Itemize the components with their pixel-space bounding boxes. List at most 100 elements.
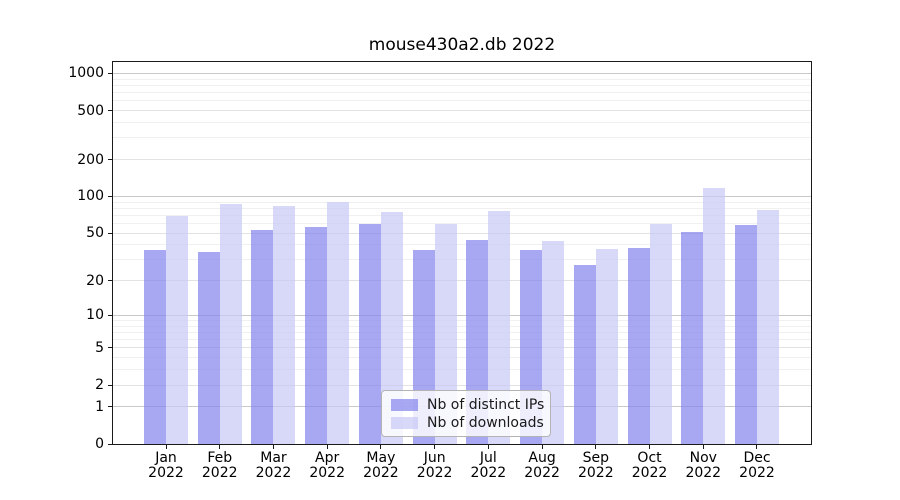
chart-title: mouse430a2.db 2022	[368, 35, 556, 55]
gridline-major	[113, 195, 811, 197]
y-tick-label-10: 10	[86, 307, 104, 324]
gridline-minor	[113, 320, 811, 321]
y-tick-mark	[108, 159, 113, 161]
x-tick-mark	[595, 444, 597, 449]
legend-swatch-downloads	[391, 417, 418, 429]
gridline-minor	[113, 369, 811, 371]
x-tick-mark	[219, 444, 221, 449]
legend-label-distinct-ips: Nb of distinct IPs	[427, 397, 545, 413]
y-tick-mark	[108, 406, 113, 408]
gridline-major	[113, 72, 811, 74]
bar-downloads-may	[380, 212, 403, 444]
x-tick-month: Nov	[689, 450, 717, 466]
bar-downloads-nov	[703, 188, 726, 444]
legend-item-distinct-ips: Nb of distinct IPs	[391, 397, 545, 413]
x-tick-month: Feb	[207, 450, 233, 466]
gridline-minor	[113, 137, 811, 139]
bar-downloads-oct	[649, 223, 672, 444]
x-tick-mark	[272, 444, 274, 449]
gridline-minor	[113, 207, 811, 209]
x-tick-label-may: May 2022	[351, 451, 411, 481]
bar-distinct-ips-oct	[627, 247, 650, 444]
x-tick-label-mar: Mar 2022	[243, 451, 303, 481]
gridline-minor	[113, 84, 811, 86]
gridline-minor	[113, 223, 811, 224]
gridline-minor	[113, 331, 811, 333]
x-tick-year: 2022	[470, 465, 507, 481]
gridline-minor	[113, 357, 811, 359]
gridline-labeled	[113, 280, 811, 282]
gridline-minor	[113, 100, 811, 102]
y-tick-label-2: 2	[95, 377, 104, 394]
x-tick-month: Aug	[528, 450, 556, 466]
y-tick-label-50: 50	[86, 225, 104, 242]
bar-distinct-ips-apr	[305, 227, 328, 444]
y-tick-label-1000: 1000	[68, 65, 104, 82]
bar-distinct-ips-mar	[251, 230, 274, 444]
gridline-minor	[113, 122, 811, 123]
x-tick-label-sep: Sep 2022	[566, 451, 626, 481]
gridline-minor	[113, 325, 811, 327]
x-tick-mark	[702, 444, 704, 449]
x-tick-month: Oct	[637, 450, 662, 466]
y-tick-mark	[108, 232, 113, 234]
gridline-minor	[113, 339, 811, 341]
gridline-minor	[113, 201, 811, 203]
y-tick-mark	[108, 443, 113, 445]
x-tick-label-dec: Dec 2022	[727, 451, 787, 481]
bar-downloads-feb	[219, 204, 242, 444]
x-tick-year: 2022	[685, 465, 722, 481]
x-tick-mark	[756, 444, 758, 449]
x-tick-label-jun: Jun 2022	[405, 451, 465, 481]
x-tick-mark	[541, 444, 543, 449]
x-tick-year: 2022	[255, 465, 292, 481]
gridline-labeled	[113, 110, 811, 112]
bar-distinct-ips-feb	[197, 251, 220, 444]
x-tick-mark	[434, 444, 436, 449]
gridline-labeled	[113, 384, 811, 386]
legend: Nb of distinct IPs Nb of downloads	[381, 390, 551, 437]
gridline-minor	[113, 92, 811, 94]
y-tick-mark	[108, 280, 113, 282]
y-tick-label-500: 500	[77, 102, 104, 119]
x-tick-label-apr: Apr 2022	[297, 451, 357, 481]
gridline-minor	[113, 259, 811, 261]
bar-downloads-dec	[756, 210, 779, 444]
plot-area: Nb of distinct IPs Nb of downloads	[112, 61, 812, 445]
x-tick-mark	[165, 444, 167, 449]
x-tick-label-feb: Feb 2022	[190, 451, 250, 481]
x-tick-year: 2022	[416, 465, 453, 481]
x-tick-year: 2022	[148, 465, 184, 481]
gridline-labeled	[113, 347, 811, 349]
gridline-labeled	[113, 159, 811, 161]
gridline-major	[113, 314, 811, 316]
x-tick-month: Jun	[423, 450, 446, 466]
x-tick-mark	[380, 444, 382, 449]
y-tick-mark	[108, 347, 113, 349]
y-tick-label-20: 20	[86, 272, 104, 289]
gridline-minor	[113, 244, 811, 246]
x-tick-year: 2022	[524, 465, 560, 481]
x-tick-label-aug: Aug 2022	[512, 451, 572, 481]
bar-downloads-mar	[273, 205, 296, 444]
x-tick-month: Jul	[479, 450, 497, 466]
x-tick-month: Sep	[582, 450, 609, 466]
bar-downloads-jun	[434, 224, 457, 444]
x-tick-year: 2022	[739, 465, 775, 481]
bar-distinct-ips-jan	[144, 250, 166, 444]
y-tick-label-200: 200	[77, 151, 104, 168]
gridline-minor	[113, 214, 811, 216]
x-tick-mark	[487, 444, 489, 449]
x-tick-year: 2022	[309, 465, 345, 481]
x-tick-label-oct: Oct 2022	[620, 451, 680, 481]
x-tick-mark	[326, 444, 328, 449]
bar-distinct-ips-nov	[681, 232, 704, 444]
y-tick-mark	[108, 384, 113, 386]
y-tick-label-1: 1	[95, 398, 104, 415]
legend-swatch-distinct-ips	[391, 399, 418, 411]
x-tick-month: Mar	[260, 450, 287, 466]
bar-downloads-jan	[166, 216, 188, 444]
bar-downloads-jul	[488, 211, 511, 444]
x-tick-year: 2022	[577, 465, 614, 481]
